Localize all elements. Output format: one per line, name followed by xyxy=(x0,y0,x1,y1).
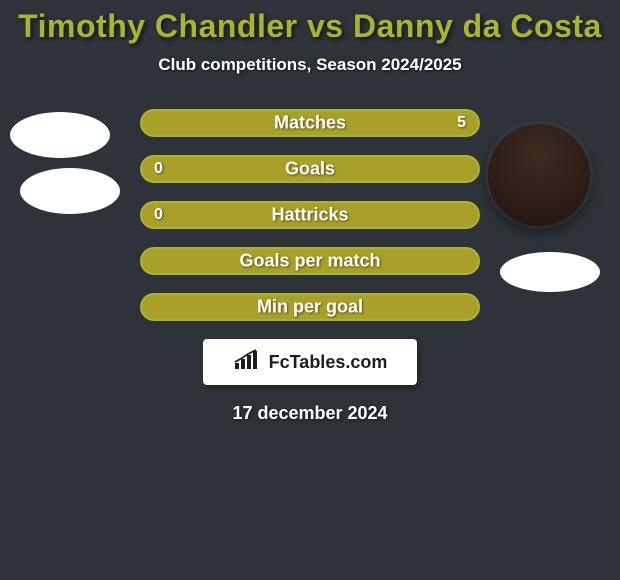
stat-row-goals: 0 Goals xyxy=(140,155,480,183)
stat-right-val: 5 xyxy=(457,114,466,132)
stat-row-mpg: Min per goal xyxy=(140,293,480,321)
comparison-card: Timothy Chandler vs Danny da Costa Club … xyxy=(0,0,620,580)
stat-label: Goals xyxy=(285,159,335,180)
stat-label: Matches xyxy=(274,113,346,134)
stat-row-matches: Matches 5 xyxy=(140,109,480,137)
bar-chart-icon xyxy=(233,349,263,376)
page-title: Timothy Chandler vs Danny da Costa xyxy=(0,0,620,45)
date-label: 17 december 2024 xyxy=(0,403,620,424)
stat-label: Min per goal xyxy=(257,297,363,318)
stat-left-val: 0 xyxy=(154,160,163,178)
brand-text: FcTables.com xyxy=(269,352,388,373)
stat-left-val: 0 xyxy=(154,206,163,224)
stat-rows: Matches 5 0 Goals 0 Hattricks Goals per … xyxy=(0,109,620,321)
stat-row-gpm: Goals per match xyxy=(140,247,480,275)
brand-box[interactable]: FcTables.com xyxy=(203,339,417,385)
subtitle: Club competitions, Season 2024/2025 xyxy=(0,55,620,75)
stat-label: Goals per match xyxy=(239,251,380,272)
stat-row-hattricks: 0 Hattricks xyxy=(140,201,480,229)
stat-label: Hattricks xyxy=(271,205,348,226)
